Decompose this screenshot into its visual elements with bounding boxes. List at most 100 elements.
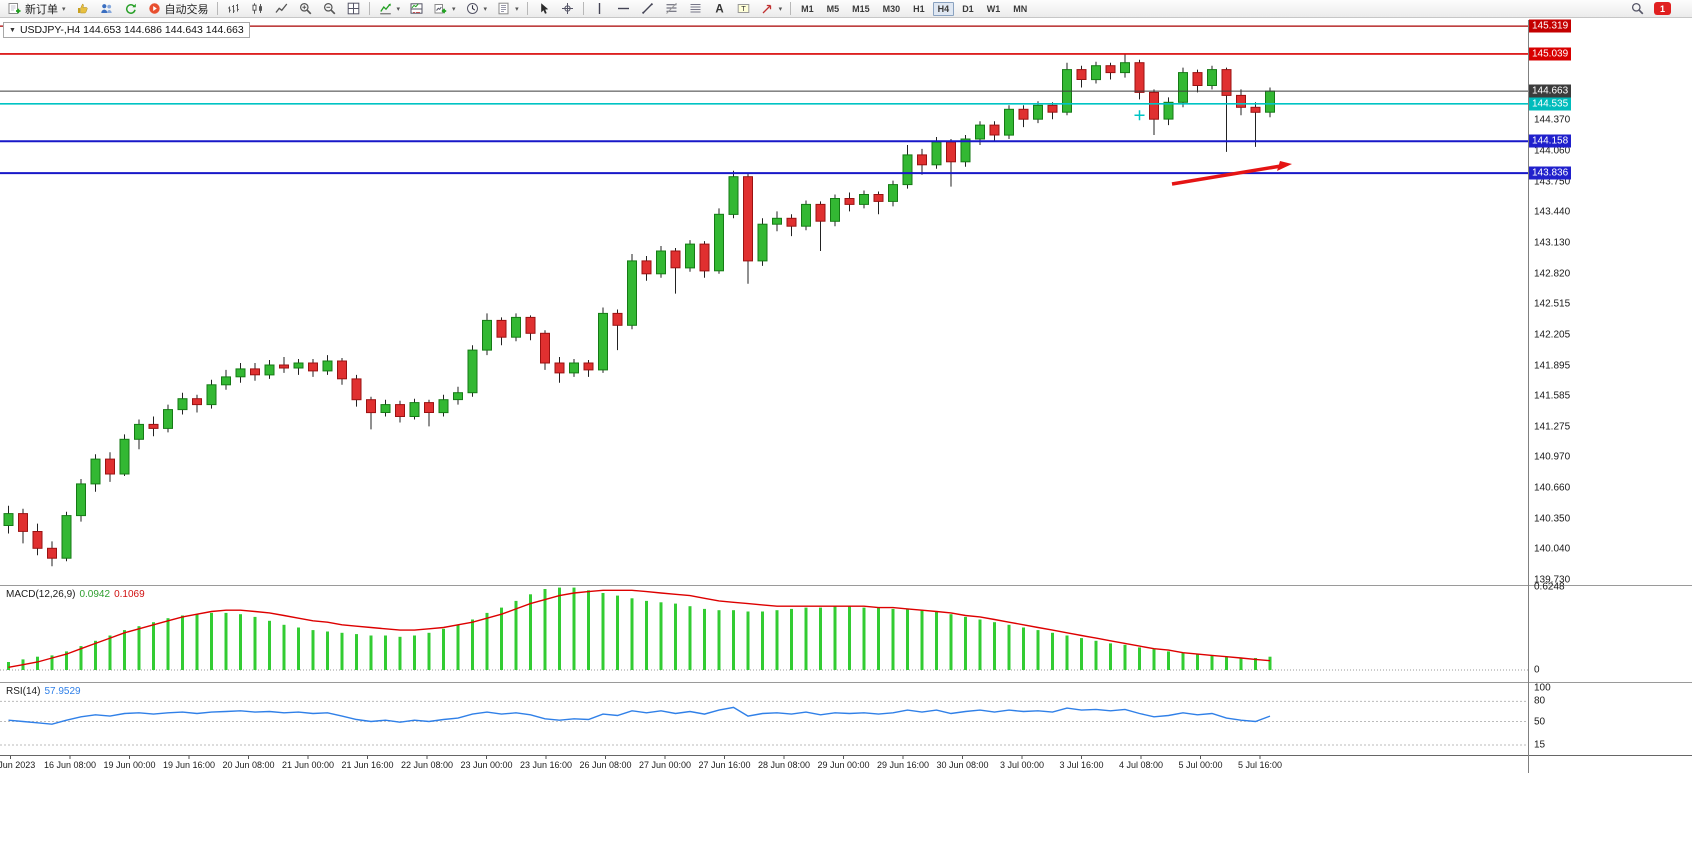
macd-bar	[65, 651, 68, 670]
community-icon[interactable]	[95, 0, 118, 18]
macd-bar	[804, 607, 808, 670]
zoom-in-icon[interactable]	[294, 0, 317, 18]
refresh-icon	[123, 1, 138, 16]
candle-up	[90, 458, 101, 485]
macd-bar	[195, 614, 199, 670]
candle-down	[1192, 72, 1203, 86]
candlestick-chart-icon[interactable]	[246, 0, 269, 18]
chart-canvas[interactable]	[0, 18, 1692, 844]
favorites-icon[interactable]	[71, 0, 94, 18]
chevron-down-icon[interactable]: ▼	[9, 26, 16, 34]
bar-chart-icon[interactable]	[222, 0, 245, 18]
candle-up	[206, 384, 217, 406]
horizontal-line-icon[interactable]	[612, 0, 635, 18]
macd-bar	[659, 602, 663, 670]
candle-up	[772, 217, 782, 225]
text-label-icon[interactable]: T	[732, 0, 755, 18]
chart-area[interactable]: 144.370 144.060 143.750 143.440 143.130 142.8…	[0, 18, 1692, 844]
indicator-window-icon	[409, 1, 424, 16]
candle-up	[975, 124, 985, 140]
fibonacci-icon[interactable]	[660, 0, 683, 18]
dropdown-arrow-icon[interactable]: ▾	[396, 5, 401, 13]
candle-up	[119, 438, 130, 475]
trendline-icon	[640, 1, 655, 16]
search-icon[interactable]	[1626, 0, 1649, 18]
text-icon[interactable]: A	[708, 0, 731, 18]
timeframe-w1-button[interactable]: W1	[986, 3, 1001, 14]
timeframe-d1-button[interactable]: D1	[962, 3, 974, 14]
ohlc-readout[interactable]: ▼ USDJPY-,H4 144.653 144.686 144.643 144…	[3, 22, 250, 38]
macd-bar	[1268, 656, 1272, 670]
candle-up	[453, 392, 463, 401]
macd-bar	[790, 608, 793, 670]
macd-bar	[326, 631, 329, 670]
timeframe-h4-button[interactable]: H4	[932, 1, 955, 16]
zoom-out-icon[interactable]	[318, 0, 341, 18]
auto-trading-button[interactable]: 自动交易	[143, 0, 213, 18]
candle-up	[931, 141, 942, 166]
macd-bar	[935, 611, 938, 670]
arrow-annotation[interactable]	[1171, 164, 1282, 186]
vertical-line-icon[interactable]	[588, 0, 611, 18]
candle-up	[1120, 62, 1130, 74]
candle-down	[1149, 91, 1159, 120]
dropdown-arrow-icon[interactable]: ▾	[452, 5, 456, 13]
macd-bar	[1152, 648, 1156, 670]
timeframe-mn-button[interactable]: MN	[1013, 3, 1028, 14]
timeframe-m15-button[interactable]: M15	[852, 3, 870, 14]
notification-badge[interactable]: 1	[1654, 2, 1671, 15]
candle-up	[902, 154, 913, 186]
svg-text:A: A	[715, 4, 723, 16]
macd-bar	[36, 656, 39, 670]
alert-cross-marker[interactable]	[1134, 110, 1145, 121]
macd-bar	[543, 589, 547, 670]
macd-bar	[993, 622, 996, 670]
trendline-icon[interactable]	[636, 0, 659, 18]
line-chart-icon[interactable]	[270, 0, 293, 18]
candle-up	[134, 423, 144, 440]
macd-bar	[833, 606, 837, 670]
candle-up	[3, 513, 14, 527]
timeframe-h1-button[interactable]: H1	[913, 3, 925, 14]
crosshair-icon	[560, 1, 575, 16]
macd-bar	[282, 624, 286, 670]
candle-down	[641, 260, 652, 275]
candle-down	[786, 217, 797, 227]
period-icon	[465, 1, 480, 16]
candle-up	[438, 399, 449, 414]
candle-up	[1004, 108, 1014, 136]
candle-up	[264, 364, 275, 376]
dropdown-arrow-icon[interactable]: ▾	[483, 5, 488, 13]
macd-bar	[761, 611, 764, 670]
macd-bar	[500, 607, 503, 670]
timeframe-m5-button[interactable]: M5	[826, 3, 840, 14]
macd-bar	[1138, 647, 1141, 670]
candle-down	[1134, 62, 1145, 93]
indicator-window-icon[interactable]	[405, 0, 428, 18]
macd-bar	[355, 634, 358, 670]
dropdown-arrow-icon[interactable]: ▾	[62, 5, 66, 13]
indicators-icon[interactable]: ▾	[374, 0, 405, 18]
arrow-annotation-head[interactable]	[1277, 161, 1292, 171]
macd-bar	[1225, 656, 1228, 670]
macd-bar	[50, 655, 54, 670]
dropdown-arrow-icon[interactable]: ▾	[778, 5, 783, 13]
timeframe-m30-button[interactable]: M30	[882, 3, 901, 14]
cursor-icon[interactable]	[532, 0, 555, 18]
timeframe-m1-button[interactable]: M1	[801, 3, 814, 14]
dropdown-arrow-icon[interactable]: ▾	[515, 5, 519, 13]
add-indicator-icon[interactable]: ▾	[429, 0, 460, 18]
new-order-button[interactable]: 新订单 ▾	[3, 0, 70, 18]
refresh-icon[interactable]	[119, 0, 142, 18]
candle-down	[1236, 94, 1246, 108]
templates-icon[interactable]: ▾	[492, 0, 523, 18]
grid-icon[interactable]	[684, 0, 707, 18]
crosshair-icon[interactable]	[556, 0, 579, 18]
macd-bar	[471, 619, 474, 670]
period-icon[interactable]: ▾	[461, 0, 492, 18]
candle-down	[192, 398, 202, 406]
arrows-icon[interactable]: ▾	[756, 0, 787, 18]
macd-bar	[732, 610, 735, 670]
bar-chart-icon	[226, 1, 241, 16]
tile-windows-icon[interactable]	[342, 0, 365, 18]
